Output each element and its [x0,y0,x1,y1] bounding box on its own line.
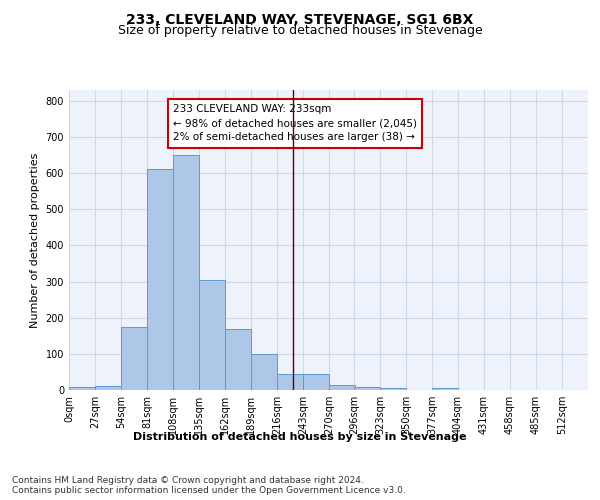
Bar [95,386,121,390]
Text: 233 CLEVELAND WAY: 233sqm
← 98% of detached houses are smaller (2,045)
2% of sem: 233 CLEVELAND WAY: 233sqm ← 98% of detac… [173,104,417,142]
Bar [69,388,95,390]
Bar [225,328,251,390]
Bar [329,384,355,390]
Bar [432,388,458,390]
Bar [147,169,173,390]
Bar [277,374,303,390]
Text: Size of property relative to detached houses in Stevenage: Size of property relative to detached ho… [118,24,482,37]
Y-axis label: Number of detached properties: Number of detached properties [30,152,40,328]
Bar [121,326,147,390]
Bar [173,155,199,390]
Text: 233, CLEVELAND WAY, STEVENAGE, SG1 6BX: 233, CLEVELAND WAY, STEVENAGE, SG1 6BX [127,12,473,26]
Bar [380,388,406,390]
Bar [199,280,225,390]
Bar [354,388,380,390]
Bar [303,374,329,390]
Bar [251,354,277,390]
Text: Distribution of detached houses by size in Stevenage: Distribution of detached houses by size … [133,432,467,442]
Text: Contains HM Land Registry data © Crown copyright and database right 2024.
Contai: Contains HM Land Registry data © Crown c… [12,476,406,495]
